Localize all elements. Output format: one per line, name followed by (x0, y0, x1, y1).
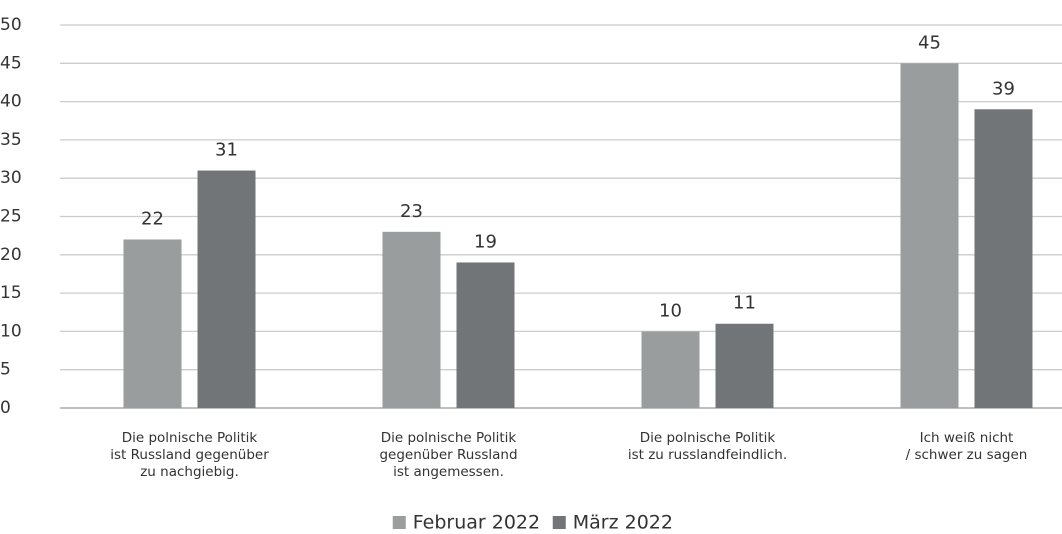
y-tick-label: 25 (0, 207, 22, 227)
bar (197, 170, 256, 408)
x-tick-label: Die polnische Politik gegenüber Russland i… (379, 430, 517, 480)
value-label: 45 (918, 32, 941, 53)
value-label: 31 (215, 140, 238, 161)
bar (456, 262, 515, 408)
y-tick-label: 35 (0, 130, 22, 150)
y-tick-label: 10 (0, 321, 22, 341)
value-label: 22 (141, 208, 164, 229)
bar (123, 239, 182, 408)
bar (974, 109, 1033, 408)
value-label: 10 (659, 300, 682, 321)
legend-swatch (392, 516, 406, 529)
y-tick-label: 5 (0, 360, 11, 380)
y-tick-label: 40 (0, 92, 22, 112)
legend-swatch (552, 516, 566, 529)
x-tick-label: Die polnische Politik ist Russland gegenü… (110, 430, 269, 480)
bar (382, 231, 441, 408)
y-tick-label: 20 (0, 245, 22, 265)
x-tick-label: Ich weiß nicht / schwer zu sagen (906, 430, 1028, 463)
x-tick-label: Die polnische Politik ist zu russlandfein… (628, 430, 787, 463)
y-tick-label: 50 (0, 15, 22, 35)
legend-label: März 2022 (573, 512, 673, 534)
legend-label: Februar 2022 (413, 512, 540, 534)
y-tick-label: 15 (0, 283, 22, 303)
bar (715, 323, 774, 408)
bar (900, 63, 959, 409)
y-tick-label: 30 (0, 168, 22, 188)
value-label: 19 (474, 231, 497, 252)
bar (641, 331, 700, 408)
value-label: 11 (733, 293, 756, 314)
y-tick-label: 0 (0, 398, 11, 418)
value-label: 23 (400, 201, 423, 222)
value-label: 39 (992, 78, 1015, 99)
y-tick-label: 45 (0, 53, 22, 73)
